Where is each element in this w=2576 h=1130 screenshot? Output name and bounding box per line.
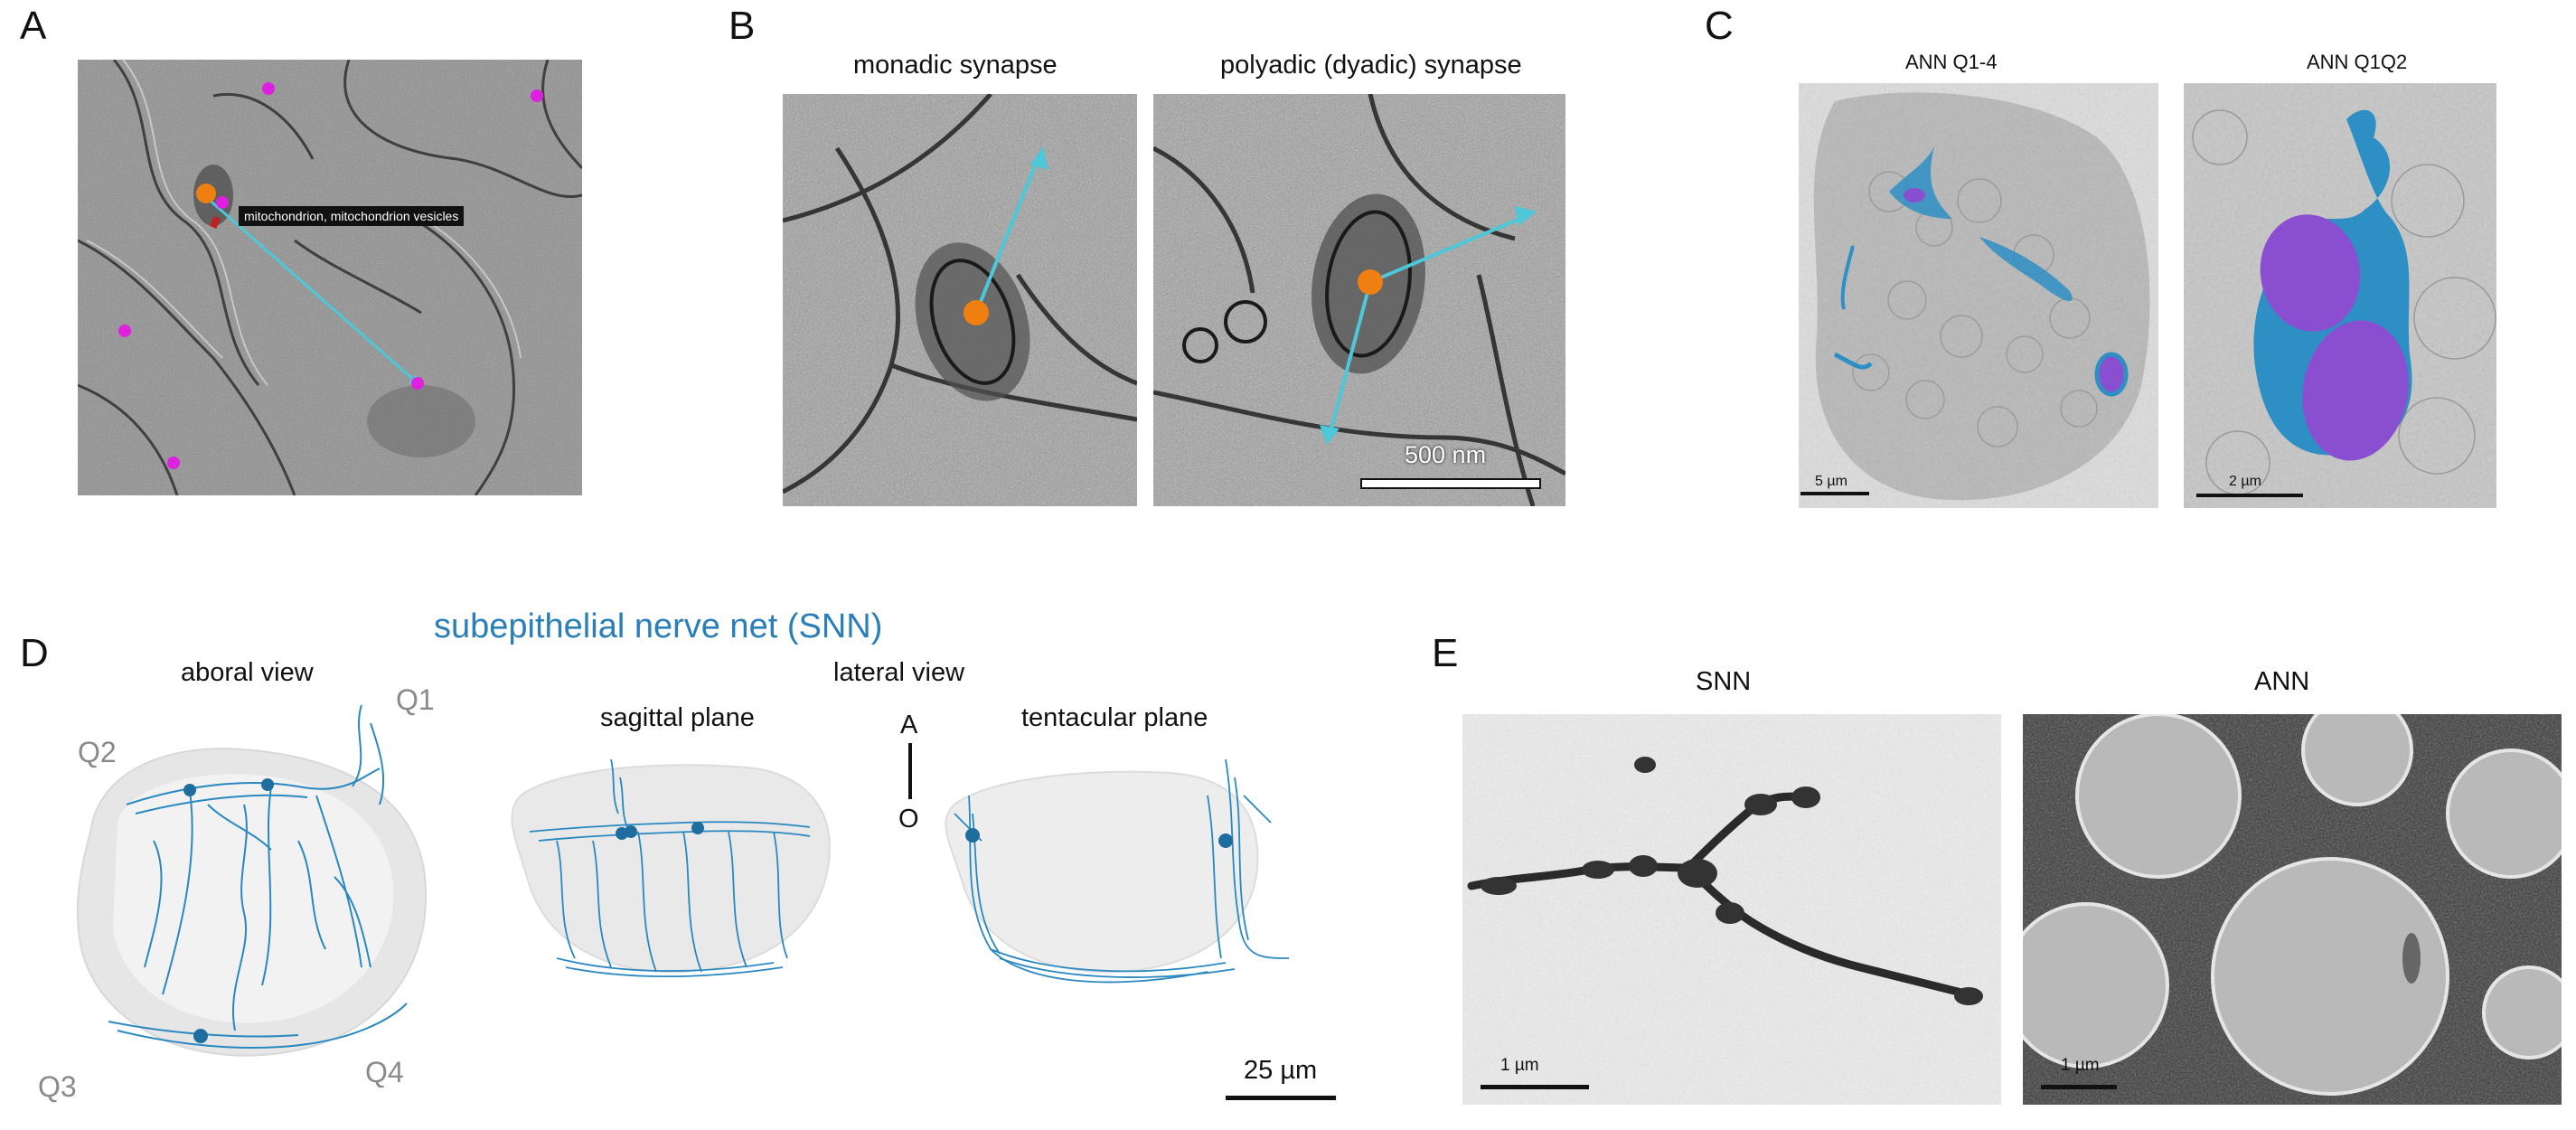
panel-d-scale-label: 25 µm <box>1244 1056 1318 1085</box>
panel-b-left-caption: monadic synapse <box>853 51 1058 80</box>
panel-letter-e: E <box>1432 631 1459 675</box>
panel-d-title: subepithelial nerve net (SNN) <box>434 607 883 645</box>
panel-b-polyadic-image <box>1153 94 1565 506</box>
panel-letter-a: A <box>20 4 47 48</box>
panel-c-right-caption: ANN Q1Q2 <box>2307 51 2408 73</box>
quadrant-label-q4: Q4 <box>365 1056 404 1088</box>
panel-a-em-image <box>78 60 582 495</box>
panel-c-right-scale: 2 µm <box>2229 474 2261 489</box>
aboral-view-render <box>63 696 443 1076</box>
panel-d-lateral-view: lateral view <box>833 658 965 687</box>
panel-c-left-image <box>1799 83 2158 508</box>
panel-e-ann-image <box>2023 714 2562 1105</box>
panel-d-scale-bar <box>1226 1096 1336 1100</box>
panel-letter-c: C <box>1705 4 1734 48</box>
sagittal-plane-render <box>503 741 837 1012</box>
panel-d-axis-bottom: O <box>898 805 919 833</box>
panel-d-sagittal-plane: sagittal plane <box>600 703 755 732</box>
panel-c-left-scale: 5 µm <box>1815 474 1847 489</box>
panel-e-right-scale: 1 µm <box>2061 1056 2100 1075</box>
panel-a-tooltip: mitochondrion, mitochondrion vesicles <box>239 206 465 226</box>
panel-a-arrow <box>205 195 418 385</box>
quadrant-label-q2: Q2 <box>78 736 117 768</box>
panel-d-axis-bar <box>908 743 912 799</box>
panel-e-right-caption: ANN <box>2254 667 2310 696</box>
panel-d-tentacular-plane: tentacular plane <box>1021 703 1208 732</box>
panel-d-axis-top: A <box>900 711 918 739</box>
panel-b-scale-label: 500 nm <box>1405 441 1487 468</box>
panel-b-right-caption: polyadic (dyadic) synapse <box>1220 51 1522 80</box>
tentacular-plane-render <box>936 741 1298 1012</box>
panel-letter-d: D <box>20 631 49 675</box>
quadrant-label-q1: Q1 <box>396 683 435 716</box>
panel-letter-b: B <box>729 4 756 48</box>
panel-c-left-caption: ANN Q1-4 <box>1905 51 1998 73</box>
panel-e-snn-image <box>1462 714 2001 1105</box>
panel-e-left-scale: 1 µm <box>1500 1056 1539 1075</box>
quadrant-label-q3: Q3 <box>38 1070 77 1103</box>
panel-c-right-image <box>2184 83 2496 508</box>
panel-d-aboral-view: aboral view <box>181 658 314 687</box>
panel-b-monadic-image <box>783 94 1137 506</box>
panel-e-left-caption: SNN <box>1696 667 1752 696</box>
